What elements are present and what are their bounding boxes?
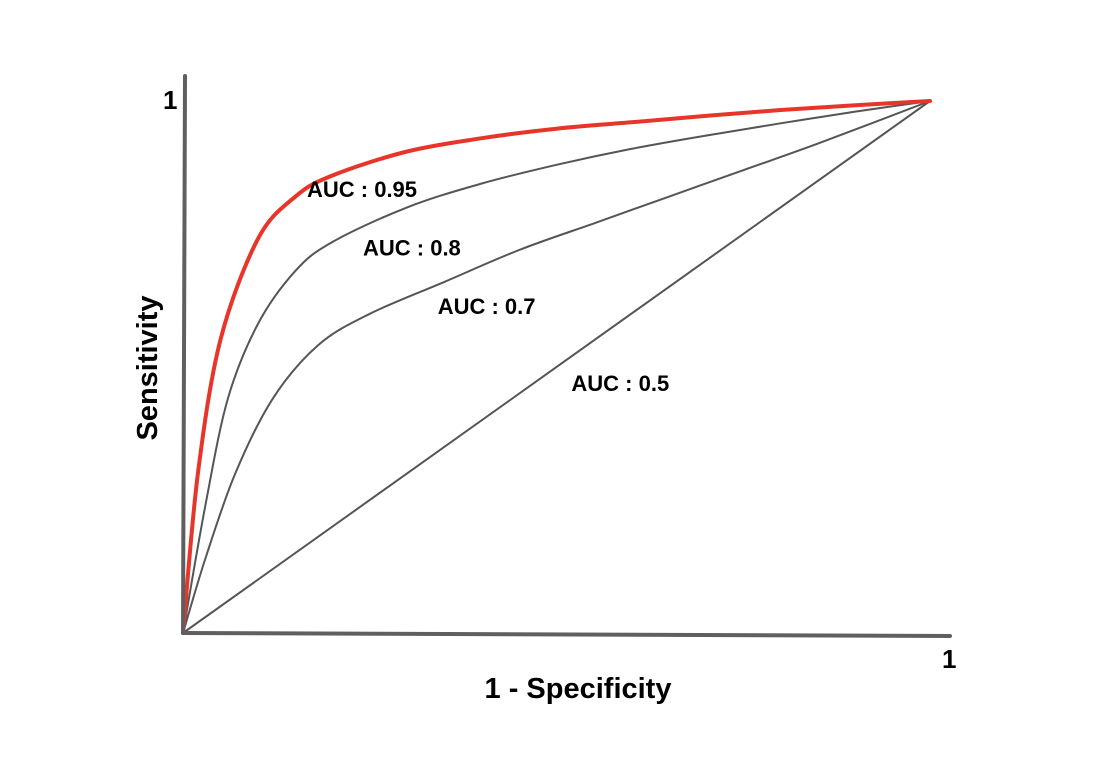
- auc-label: AUC : 0.5: [571, 371, 669, 396]
- x-axis-title: 1 - Specificity: [485, 673, 672, 705]
- y-axis-title: Sensitivity: [132, 295, 164, 440]
- roc-curve: [182, 100, 931, 634]
- x-axis: [181, 631, 952, 638]
- auc-label: AUC : 0.7: [438, 294, 536, 319]
- auc-label: AUC : 0.8: [363, 235, 461, 260]
- annotations-layer: AUC : 0.95 AUC : 0.8 AUC : 0.7 AUC : 0.5: [307, 177, 669, 396]
- auc-label: AUC : 0.95: [307, 177, 417, 202]
- y-axis: [181, 74, 187, 635]
- roc-curve: [182, 100, 931, 634]
- x-tick-label: 1: [942, 644, 956, 674]
- curves-layer: [181, 99, 932, 635]
- roc-curve: [181, 99, 932, 635]
- roc-curve: [182, 100, 931, 634]
- y-tick-label: 1: [163, 85, 177, 115]
